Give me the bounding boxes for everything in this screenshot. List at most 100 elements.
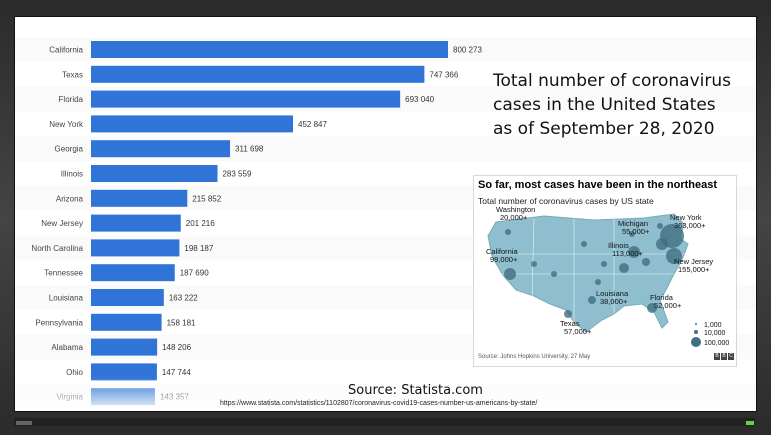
bar	[91, 189, 188, 207]
case-bubble	[581, 241, 587, 247]
case-bubble	[657, 223, 663, 229]
case-bubble	[619, 263, 629, 273]
map-state-value: 155,000+	[678, 265, 710, 274]
map-state-label: Florida	[650, 293, 674, 302]
value-label: 693 040	[405, 95, 434, 104]
headline-line-3: as of September 28, 2020	[493, 119, 715, 139]
category-label: Louisiana	[49, 294, 84, 303]
value-label: 201 216	[186, 219, 215, 228]
map-state-value: 52,000+	[654, 301, 682, 310]
power-led	[746, 421, 754, 425]
case-bubble	[588, 296, 596, 304]
category-label: Illinois	[61, 170, 83, 179]
value-label: 148 206	[162, 343, 191, 352]
bar	[91, 338, 158, 356]
value-label: 311 698	[235, 145, 264, 154]
category-label: Arizona	[56, 194, 84, 203]
bar	[91, 140, 231, 158]
inset-subtitle: Total number of coronavirus cases by US …	[478, 196, 654, 206]
map-state-label: Louisiana	[596, 289, 629, 298]
bbc-logo-letter: C	[728, 353, 734, 360]
value-label: 198 187	[184, 244, 213, 253]
bar	[91, 239, 180, 257]
map-state-label: California	[486, 247, 519, 256]
source-text: Source: Statista.com	[348, 383, 483, 398]
inset-map-figure: So far, most cases have been in the nort…	[473, 175, 737, 367]
value-label: 158 181	[167, 318, 196, 327]
value-label: 187 690	[180, 269, 209, 278]
category-label: North Carolina	[31, 244, 83, 253]
category-label: Georgia	[55, 145, 84, 154]
category-label: California	[49, 46, 83, 55]
case-bubble	[601, 261, 607, 267]
bar	[91, 115, 294, 133]
legend-label: 10,000	[704, 330, 726, 337]
map-state-label: Texas	[560, 319, 580, 328]
bar	[91, 90, 401, 108]
us-land	[487, 213, 689, 333]
bar	[91, 214, 181, 232]
category-label: Alabama	[51, 343, 83, 352]
map-state-value: 57,000+	[564, 327, 592, 336]
bar	[91, 313, 162, 331]
map-state-value: 20,000+	[500, 213, 528, 222]
bbc-logo-letter: B	[721, 353, 727, 360]
bbc-logo: B B C	[714, 353, 734, 360]
map-state-value: 55,000+	[622, 227, 650, 236]
headline-line-1: Total number of coronavirus	[493, 71, 732, 91]
source-credit: Source: Statista.com	[15, 383, 756, 398]
legend-bubble	[691, 337, 701, 347]
source-url: https://www.statista.com/statistics/1102…	[220, 400, 538, 407]
case-bubble	[595, 279, 601, 285]
case-bubble	[628, 246, 640, 258]
legend-label: 100,000	[704, 340, 729, 347]
value-label: 163 222	[169, 294, 198, 303]
bbc-logo-letter: B	[714, 353, 720, 360]
value-label: 283 559	[222, 170, 251, 179]
map-state-label: New Jersey	[674, 257, 713, 266]
map-state-value: 363,000+	[674, 221, 706, 230]
headline: Total number of coronavirus cases in the…	[493, 69, 753, 141]
legend-bubble	[695, 323, 697, 325]
case-bubble	[656, 238, 668, 250]
value-label: 215 852	[192, 194, 221, 203]
headline-line-2: cases in the United States	[493, 95, 716, 115]
category-label: Florida	[59, 95, 84, 104]
value-label: 452 847	[298, 120, 327, 129]
bar	[91, 165, 218, 182]
map-state-value: 113,000+	[612, 249, 644, 258]
legend-bubble	[694, 330, 698, 334]
case-bubble	[642, 258, 650, 266]
bar	[91, 41, 448, 58]
inset-source: Source: Johns Hopkins University, 27 May	[478, 354, 591, 360]
map-state-value: 38,000+	[600, 297, 628, 306]
map-state-label: Washington	[496, 205, 535, 214]
bar	[91, 363, 157, 381]
case-bubble	[531, 261, 537, 267]
bar	[91, 65, 425, 83]
case-bubble	[504, 268, 516, 280]
state-border	[531, 217, 535, 303]
case-bubble	[551, 271, 557, 277]
category-label: Pennsylvania	[35, 318, 83, 327]
bar	[91, 264, 175, 282]
legend-label: 1,000	[704, 322, 722, 329]
map-state-label: Michigan	[618, 219, 648, 228]
category-label: New York	[49, 120, 84, 129]
case-bubble	[629, 231, 635, 237]
case-bubble	[666, 248, 682, 264]
category-label: New Jersey	[41, 219, 83, 228]
case-bubble	[505, 229, 511, 235]
monitor-indicator-left	[16, 421, 32, 425]
category-label: Tennessee	[44, 269, 83, 278]
category-label: Ohio	[66, 368, 83, 377]
bar	[91, 289, 164, 306]
map-state-value: 99,000+	[490, 255, 518, 264]
case-bubble	[647, 303, 657, 313]
value-label: 800 273	[453, 46, 482, 55]
category-label: Texas	[62, 70, 83, 79]
screen: California 800 273 Texas 747 366 Florida 693 …	[14, 16, 757, 412]
value-label: 747 366	[429, 70, 458, 79]
map-state-label: New York	[670, 213, 702, 222]
